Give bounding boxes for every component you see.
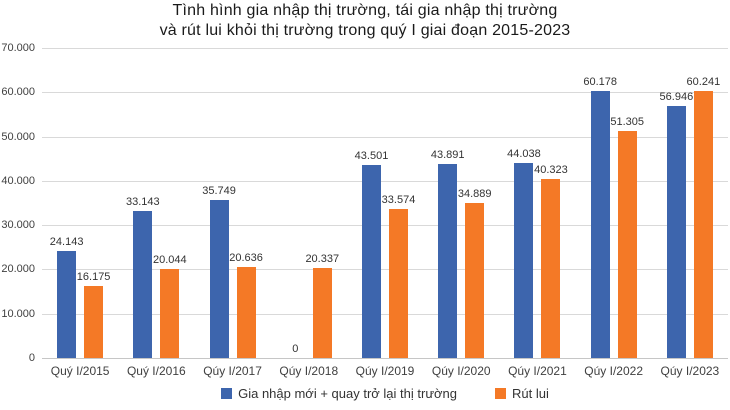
bar-label-new-entry: 24.143 xyxy=(49,236,84,248)
bar-label-withdrawal: 16.175 xyxy=(76,271,111,283)
y-axis-tick: 40.000 xyxy=(1,174,35,187)
bar-label-new-entry: 44.038 xyxy=(507,148,541,160)
bar-withdrawal xyxy=(236,267,256,358)
bar-label-new-entry: 35.749 xyxy=(202,185,236,197)
bar-label-withdrawal: 20.044 xyxy=(153,254,187,266)
x-axis-label: Qúy I/2020 xyxy=(431,364,491,378)
bar-label-new-entry: 33.143 xyxy=(126,196,160,208)
y-axis-tick: 0 xyxy=(28,352,35,364)
y-axis-tick: 50.000 xyxy=(1,130,35,143)
legend-label-new-entry: Gia nhập mới + quay trở lại thị trường xyxy=(238,386,458,401)
chart-title-line2: và rút lui khỏi thị trường trong quý I g… xyxy=(159,22,571,39)
x-axis-label: Qúy I/2017 xyxy=(203,364,262,378)
bar-withdrawal xyxy=(160,269,180,358)
bar-label-withdrawal: 20.636 xyxy=(229,252,263,264)
bar-label-new-entry: 56.946 xyxy=(659,91,694,103)
gridline xyxy=(42,48,728,49)
y-axis-tick: 70.000 xyxy=(1,42,35,54)
bar-label-withdrawal: 40.323 xyxy=(534,164,568,176)
bar-label-new-entry: 43.891 xyxy=(430,149,465,161)
legend-swatch-blue-icon xyxy=(221,388,233,399)
gridline xyxy=(42,225,728,227)
x-axis-label: Qúy I/2021 xyxy=(508,364,567,378)
bar-label-withdrawal: 51.305 xyxy=(610,116,644,128)
bar-withdrawal xyxy=(312,268,332,358)
bar-new-entry xyxy=(590,91,610,358)
gridline xyxy=(42,313,728,315)
y-axis-tick: 10.000 xyxy=(1,307,35,320)
y-axis-tick: 20.000 xyxy=(1,263,35,276)
bar-label-new-entry: 0 xyxy=(292,343,299,355)
y-axis-tick: 30.000 xyxy=(1,219,35,232)
bar-label-new-entry: 43.501 xyxy=(354,150,389,162)
bar-new-entry xyxy=(209,200,229,358)
bar-label-withdrawal: 20.337 xyxy=(305,253,340,265)
bar-label-withdrawal: 34.889 xyxy=(457,188,492,200)
legend-item-new-entry: Gia nhập mới + quay trở lại thị trường xyxy=(221,386,457,401)
x-axis-label: Qúy I/2023 xyxy=(660,364,720,378)
chart-title: Tình hình gia nhập thị trường, tái gia n… xyxy=(0,1,730,41)
bar-label-new-entry: 60.178 xyxy=(583,76,617,88)
legend: Gia nhập mới + quay trở lại thị trường R… xyxy=(42,386,728,401)
gridline xyxy=(42,269,728,271)
gridline xyxy=(42,180,728,182)
bar-new-entry xyxy=(133,211,153,358)
bar-new-entry xyxy=(514,163,534,358)
x-axis-label: Qúy I/2019 xyxy=(355,364,415,378)
bar-new-entry xyxy=(57,251,77,358)
x-axis-label: Qúy I/2018 xyxy=(279,364,339,378)
legend-item-withdrawal: Rút lui xyxy=(495,386,549,401)
bar-withdrawal xyxy=(465,203,485,358)
bar-withdrawal xyxy=(84,286,104,358)
y-axis-tick: 60.000 xyxy=(1,86,35,99)
plot-area: 70.000 60.000 50.000 40.000 30.000 20.000 10.0… xyxy=(1,42,728,378)
x-axis-label: Qúy I/2022 xyxy=(584,364,644,378)
chart-title-line1: Tình hình gia nhập thị trường, tái gia n… xyxy=(172,2,558,19)
bar-withdrawal xyxy=(541,179,561,358)
gridline xyxy=(42,92,728,94)
bar-withdrawal xyxy=(693,91,713,358)
bar-label-withdrawal: 33.574 xyxy=(381,194,416,206)
bar-label-withdrawal: 60.241 xyxy=(686,76,721,88)
gridline xyxy=(42,136,728,138)
bar-new-entry xyxy=(362,165,381,358)
legend-swatch-orange-icon xyxy=(495,388,507,399)
x-axis-label: Quý I/2016 xyxy=(126,364,186,378)
bar-withdrawal xyxy=(617,131,637,358)
bar-new-entry xyxy=(438,164,458,358)
bar-withdrawal xyxy=(389,209,408,358)
legend-label-withdrawal: Rút lui xyxy=(512,386,549,401)
x-axis-line xyxy=(42,358,728,359)
x-axis-label: Quý I/2015 xyxy=(50,364,110,378)
bar-new-entry xyxy=(666,106,686,358)
